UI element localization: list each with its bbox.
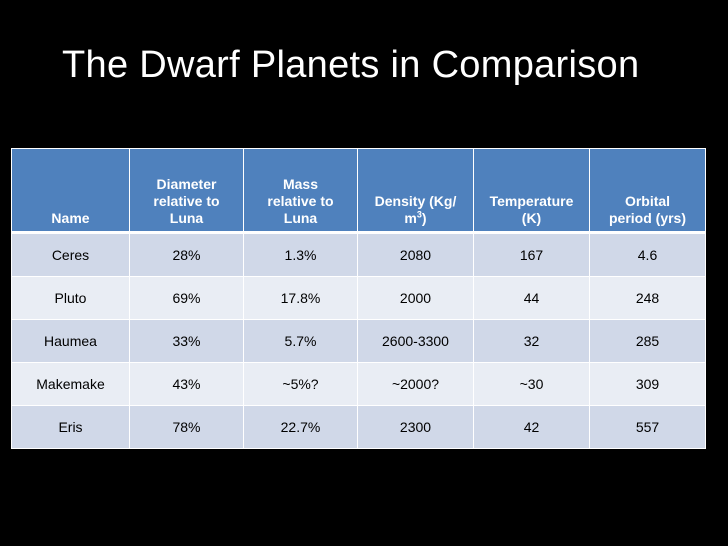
cell-density: 2000 <box>357 276 474 320</box>
cell-name: Haumea <box>11 319 130 363</box>
cell-name: Makemake <box>11 362 130 406</box>
header-temperature: Temperature (K) <box>473 148 590 234</box>
cell-diameter: 28% <box>129 232 244 277</box>
cell-temperature: ~30 <box>473 362 590 406</box>
cell-diameter: 33% <box>129 319 244 363</box>
cell-density: 2080 <box>357 232 474 277</box>
table-row: Haumea 33% 5.7% 2600-3300 32 285 <box>11 319 706 363</box>
header-density: Density (Kg/ m3) <box>357 148 474 234</box>
cell-name: Eris <box>11 405 130 449</box>
header-name: Name <box>11 148 130 234</box>
cell-orbital-period: 285 <box>589 319 706 363</box>
cell-density: 2300 <box>357 405 474 449</box>
table-row: Ceres 28% 1.3% 2080 167 4.6 <box>11 232 706 277</box>
cell-mass: 22.7% <box>243 405 358 449</box>
slide-title: The Dwarf Planets in Comparison <box>62 44 640 86</box>
cell-diameter: 78% <box>129 405 244 449</box>
cell-mass: 5.7% <box>243 319 358 363</box>
table-row: Eris 78% 22.7% 2300 42 557 <box>11 405 706 449</box>
cell-diameter: 69% <box>129 276 244 320</box>
cell-name: Pluto <box>11 276 130 320</box>
cell-temperature: 42 <box>473 405 590 449</box>
cell-orbital-period: 248 <box>589 276 706 320</box>
table-row: Pluto 69% 17.8% 2000 44 248 <box>11 276 706 320</box>
cell-orbital-period: 309 <box>589 362 706 406</box>
comparison-table-container: Name Diameter relative to Luna Mass rela… <box>11 148 706 449</box>
cell-orbital-period: 4.6 <box>589 232 706 277</box>
cell-density: 2600-3300 <box>357 319 474 363</box>
cell-diameter: 43% <box>129 362 244 406</box>
cell-temperature: 32 <box>473 319 590 363</box>
cell-density: ~2000? <box>357 362 474 406</box>
table-row: Makemake 43% ~5%? ~2000? ~30 309 <box>11 362 706 406</box>
dwarf-planets-table: Name Diameter relative to Luna Mass rela… <box>11 148 706 449</box>
header-mass: Mass relative to Luna <box>243 148 358 234</box>
cell-orbital-period: 557 <box>589 405 706 449</box>
cell-name: Ceres <box>11 232 130 277</box>
header-orbital-period: Orbital period (yrs) <box>589 148 706 234</box>
cell-mass: ~5%? <box>243 362 358 406</box>
cell-mass: 17.8% <box>243 276 358 320</box>
cell-mass: 1.3% <box>243 232 358 277</box>
header-diameter: Diameter relative to Luna <box>129 148 244 234</box>
table-header-row: Name Diameter relative to Luna Mass rela… <box>11 148 706 234</box>
cell-temperature: 44 <box>473 276 590 320</box>
cell-temperature: 167 <box>473 232 590 277</box>
